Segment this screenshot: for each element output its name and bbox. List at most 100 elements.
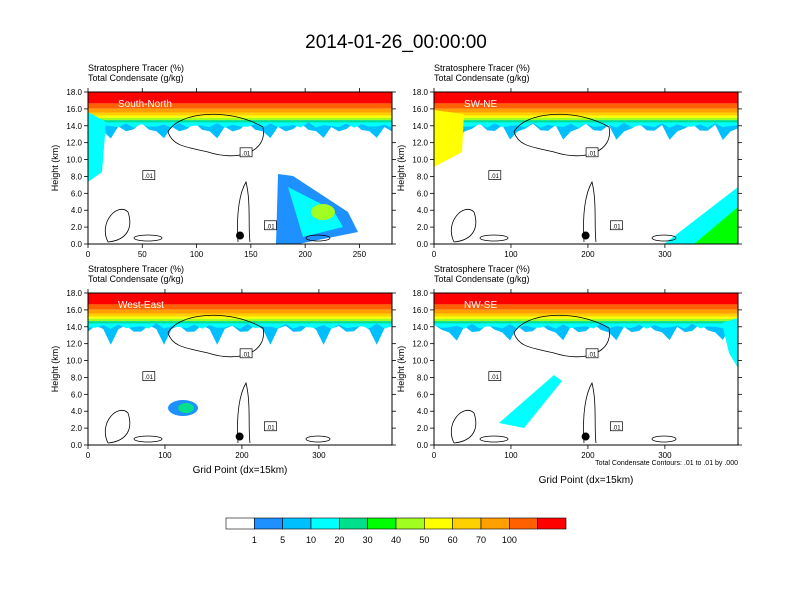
contour-label: .01	[266, 425, 275, 431]
y-tick-label: 14.0	[412, 323, 428, 332]
x-tick-label: 150	[244, 250, 258, 259]
contour-label-box	[610, 421, 623, 432]
variable-label: Total Condensate (g/kg)	[88, 73, 184, 83]
condensate-contour	[479, 435, 509, 443]
x-axis-label: Grid Point (dx=15km)	[193, 465, 288, 476]
y-tick-label: 18.0	[412, 88, 428, 97]
condensate-contour	[237, 180, 251, 243]
variable-label: Total Condensate (g/kg)	[434, 73, 530, 83]
figure-title: 2014-01-26_00:00:00	[305, 32, 487, 53]
variable-label: Stratosphere Tracer (%)	[434, 63, 530, 73]
y-axis-label: Height (km)	[50, 346, 60, 393]
contour-label-box	[488, 371, 502, 381]
y-tick-label: 0.0	[417, 441, 429, 450]
y-tick-label: 12.0	[412, 139, 428, 148]
colorbar-swatch	[282, 517, 312, 530]
tracer-band-40	[88, 115, 392, 118]
y-tick-label: 4.0	[417, 206, 429, 215]
colorbar-label: 20	[334, 535, 344, 545]
tracer-band-20	[88, 321, 392, 325]
y-tick-label: 10.0	[412, 156, 428, 165]
tracer-band-30	[88, 318, 392, 322]
contour-label: .01	[145, 174, 154, 180]
x-tick-label: 0	[86, 451, 91, 460]
tracer-band-40	[88, 316, 392, 319]
contour-label-box	[585, 348, 599, 359]
tracer-band-40	[434, 316, 738, 319]
panel-label: West-East	[118, 300, 164, 311]
colorbar-swatch	[339, 517, 368, 530]
colorbar-label: 50	[419, 535, 429, 545]
contour-label-box	[142, 170, 156, 180]
condensate-contour	[305, 435, 331, 443]
panel-south-north: Stratosphere Tracer (%)Total Condensate …	[50, 63, 396, 259]
tracer-band-70	[434, 103, 738, 109]
tracer-shading	[434, 92, 738, 244]
tracer-band-5	[434, 122, 738, 128]
variable-label: Stratosphere Tracer (%)	[88, 264, 184, 274]
x-tick-label: 300	[658, 250, 672, 259]
y-tick-label: 6.0	[417, 390, 429, 399]
x-tick-label: 100	[190, 250, 204, 259]
y-tick-label: 16.0	[66, 306, 82, 315]
contour-label-box	[488, 170, 502, 180]
tracer-band-40	[434, 115, 738, 118]
y-axis: 0.0 2.0 4.0 6.0 8.0 10.0 12.0 14.0 16.0 18.0 Heigh…	[396, 88, 742, 249]
x-tick-label: 300	[658, 451, 672, 460]
condensate-contour	[104, 410, 131, 444]
tracer-blob-core	[178, 403, 194, 413]
y-tick-label: 18.0	[66, 88, 82, 97]
condensate-contour	[479, 234, 509, 242]
panel-nw-se: Stratosphere Tracer (%)Total Condensate …	[396, 264, 742, 486]
tracer-intrusion-max	[311, 204, 335, 220]
y-axis: 0.0 2.0 4.0 6.0 8.0 10.0 12.0 14.0 16.0 18.0 Heigh…	[50, 289, 396, 450]
condensate-contours	[104, 314, 331, 444]
tracer-band-50	[434, 313, 738, 317]
y-axis-label: Height (km)	[50, 145, 60, 192]
contour-label: .01	[491, 375, 500, 381]
tracer-band-100	[434, 293, 738, 305]
x-tick-label: 0	[86, 250, 91, 259]
plot-frame	[87, 91, 393, 245]
colorbar-swatch	[480, 517, 510, 530]
y-tick-label: 0.0	[417, 240, 429, 249]
x-tick-label: 100	[504, 250, 518, 259]
plot-frame	[433, 91, 739, 245]
tracer-shading	[88, 92, 392, 244]
contour-label: .01	[242, 352, 251, 358]
y-tick-label: 16.0	[412, 105, 428, 114]
contour-label: .01	[612, 425, 621, 431]
tracer-band-5	[88, 122, 392, 128]
x-axis: 0 100 200 300	[432, 88, 672, 259]
tracer-band-60	[434, 108, 738, 113]
variable-label: Stratosphere Tracer (%)	[434, 264, 530, 274]
tracer-band-60	[88, 108, 392, 113]
tracer-band-5	[434, 323, 738, 329]
y-tick-label: 14.0	[412, 122, 428, 131]
y-tick-label: 6.0	[71, 189, 83, 198]
condensate-contour	[513, 113, 610, 157]
contour-labels: .01 .01 .01	[488, 348, 623, 432]
y-tick-label: 14.0	[66, 122, 82, 131]
tracer-band-30	[434, 117, 738, 121]
y-tick-label: 0.0	[71, 240, 83, 249]
x-tick-label: 200	[581, 250, 595, 259]
tracer-intrusion-core	[694, 207, 738, 244]
x-axis: 0 50 100 150 200 250	[86, 88, 367, 259]
colorbar-swatch	[509, 517, 538, 530]
condensate-contour	[450, 410, 477, 444]
colorbar-label: 10	[306, 535, 316, 545]
contour-label-box	[264, 220, 277, 231]
y-axis: 0.0 2.0 4.0 6.0 8.0 10.0 12.0 14.0 16.0 18.0 Heigh…	[396, 289, 742, 450]
y-tick-label: 6.0	[71, 390, 83, 399]
tracer-band-20	[434, 321, 738, 325]
condensate-contours	[104, 113, 331, 243]
condensate-contour	[133, 234, 163, 242]
colorbar-label: 70	[476, 535, 486, 545]
tracer-band-100	[88, 293, 392, 305]
x-tick-label: 200	[581, 451, 595, 460]
tracer-band-30	[88, 117, 392, 121]
x-tick-label: 0	[432, 451, 437, 460]
location-marker	[235, 432, 244, 441]
